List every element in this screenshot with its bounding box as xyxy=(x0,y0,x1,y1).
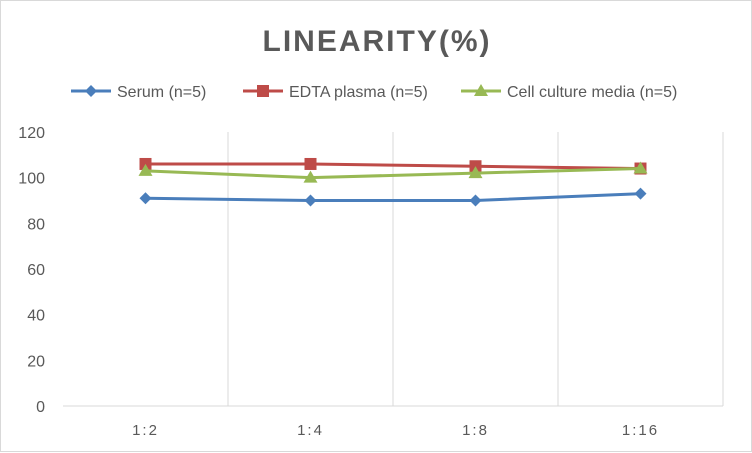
series-line xyxy=(145,167,641,180)
legend-label: Cell culture media (n=5) xyxy=(507,84,677,101)
y-tick-label: 40 xyxy=(27,308,45,325)
chart-title: LINEARITY(%) xyxy=(263,25,492,58)
series-line xyxy=(145,192,641,202)
legend-label: EDTA plasma (n=5) xyxy=(289,84,428,101)
data-point xyxy=(304,157,317,170)
y-tick-label: 80 xyxy=(27,216,45,233)
data-point xyxy=(633,161,648,174)
data-point xyxy=(469,194,482,207)
data-point xyxy=(304,194,317,207)
series-line xyxy=(145,162,641,171)
data-point xyxy=(634,187,647,200)
legend-marker xyxy=(85,85,97,97)
data-point xyxy=(303,170,318,183)
y-tick-label: 0 xyxy=(36,399,45,416)
data-point xyxy=(138,163,153,176)
legend-marker xyxy=(257,85,269,97)
y-tick-label: 120 xyxy=(18,125,45,142)
x-tick-label: 1:4 xyxy=(297,422,324,439)
x-tick-label: 1:8 xyxy=(462,422,489,439)
y-tick-label: 60 xyxy=(27,262,45,279)
legend-marker xyxy=(474,84,488,96)
data-point xyxy=(468,166,483,179)
legend-label: Serum (n=5) xyxy=(117,84,206,101)
x-tick-label: 1:2 xyxy=(132,422,159,439)
data-point xyxy=(139,192,152,205)
y-tick-label: 100 xyxy=(18,171,45,188)
y-tick-label: 20 xyxy=(27,353,45,370)
x-tick-label: 1:16 xyxy=(622,422,659,439)
